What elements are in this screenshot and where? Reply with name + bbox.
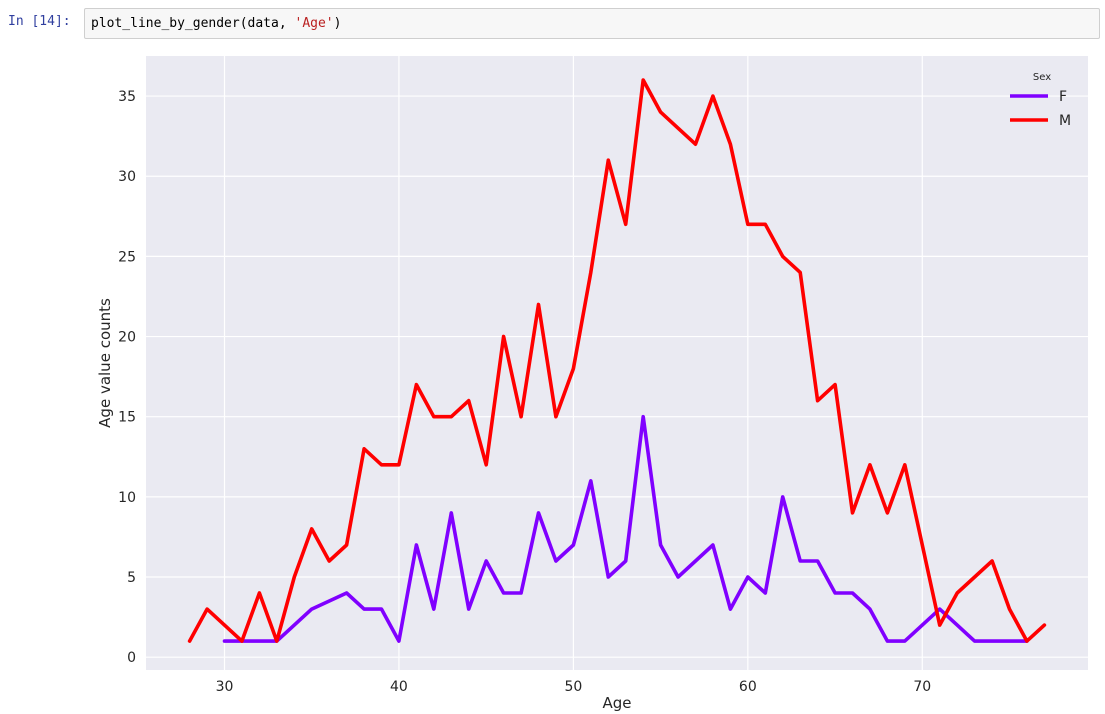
grid-lines xyxy=(146,56,1088,670)
x-tick-label: 70 xyxy=(913,679,931,695)
age-line-chart: 30 40 50 60 70 0 5 10 15 20 25 30 35 Age Age value … xyxy=(96,56,1088,712)
y-tick-label: 0 xyxy=(127,650,136,666)
y-tick-label: 25 xyxy=(118,249,136,265)
code-call: plot_line_by_gender(data, xyxy=(91,16,295,31)
x-axis-label: Age xyxy=(602,694,631,712)
y-tick-label: 15 xyxy=(118,410,136,426)
code-input[interactable]: plot_line_by_gender(data, 'Age') xyxy=(84,8,1100,39)
code-close-paren: ) xyxy=(333,16,342,31)
legend-label-m: M xyxy=(1059,113,1071,129)
series-line-f xyxy=(222,414,1029,643)
x-tick-label: 50 xyxy=(564,679,582,695)
y-tick-label: 30 xyxy=(118,169,136,185)
plot-area xyxy=(146,56,1088,670)
x-tick-label: 30 xyxy=(216,679,234,695)
x-tick-labels: 30 40 50 60 70 xyxy=(216,679,932,695)
code-string-arg: 'Age' xyxy=(294,16,334,31)
y-tick-labels: 0 5 10 15 20 25 30 35 xyxy=(118,89,136,666)
x-tick-label: 60 xyxy=(739,679,757,695)
series-lines xyxy=(187,78,1047,643)
y-tick-label: 10 xyxy=(118,490,136,506)
y-tick-label: 5 xyxy=(127,570,136,586)
legend: Sex FM xyxy=(1010,72,1071,129)
y-tick-label: 35 xyxy=(118,89,136,105)
legend-title: Sex xyxy=(1033,72,1051,83)
y-tick-label: 20 xyxy=(118,330,136,346)
input-prompt: In [14]: xyxy=(8,14,71,29)
x-tick-label: 40 xyxy=(390,679,408,695)
legend-label-f: F xyxy=(1059,89,1067,105)
y-axis-label: Age value counts xyxy=(96,298,114,428)
cell-output: 30 40 50 60 70 0 5 10 15 20 25 30 35 Age Age value … xyxy=(0,44,1105,714)
